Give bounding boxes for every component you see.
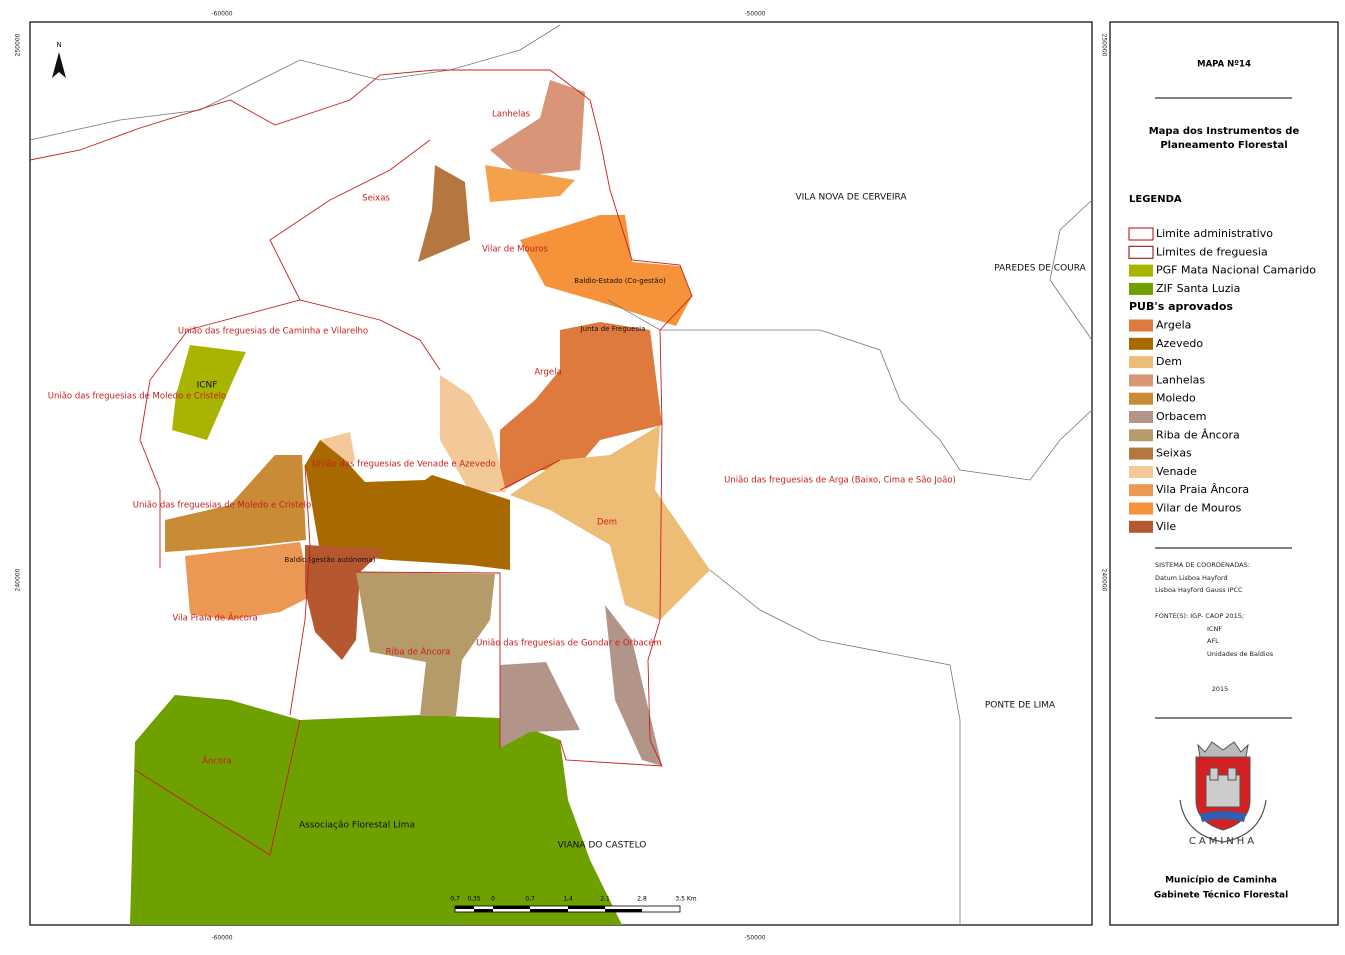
- crest-text: CAMINHA: [1189, 836, 1257, 847]
- legend-subheading: PUB's aprovados: [1129, 300, 1233, 313]
- coord-label: -50000: [744, 935, 765, 942]
- place-label: PAREDES DE COURA: [994, 264, 1086, 274]
- legend-label: ZIF Santa Luzia: [1156, 282, 1240, 295]
- place-label: VIANA DO CASTELO: [558, 841, 647, 851]
- footer-text: Município de Caminha: [1165, 876, 1277, 886]
- place-label: Vila Praia de Âncora: [172, 612, 257, 624]
- coord-label: 250000: [15, 33, 22, 56]
- coord-label: -60000: [211, 11, 232, 18]
- map-title: Planeamento Florestal: [1160, 140, 1287, 151]
- info-text: 2015: [1212, 685, 1229, 693]
- place-label: União das freguesias de Moledo e Cristel…: [133, 501, 312, 511]
- legend-label: Orbacem: [1156, 410, 1206, 423]
- legend-label: PGF Mata Nacional Camarido: [1156, 264, 1316, 277]
- footer-text: Gabinete Técnico Florestal: [1154, 890, 1288, 901]
- coord-label: -60000: [211, 935, 232, 942]
- scale-label: 3,5 Km: [675, 896, 696, 903]
- scale-bar: [454, 905, 681, 913]
- scale-label: 0,7: [450, 896, 460, 903]
- crest: [1179, 741, 1267, 843]
- map-number: MAPA Nº14: [1197, 60, 1251, 70]
- legend-swatch: [1129, 502, 1153, 515]
- place-label: Junta de Freguesia: [580, 325, 646, 333]
- legend-heading: LEGENDA: [1129, 194, 1182, 205]
- legend-swatch: [1129, 429, 1153, 442]
- info-text: AFL: [1207, 637, 1219, 645]
- map-shapes: [29, 24, 1093, 925]
- legend-swatch: [1128, 245, 1154, 259]
- legend-swatch: [1129, 520, 1153, 533]
- legend-swatch: [1129, 264, 1153, 277]
- north-arrow: [52, 52, 66, 78]
- legend-label: Limites de freguesia: [1156, 245, 1268, 258]
- coord-label: 250000: [1101, 34, 1108, 57]
- place-label: Âncora: [202, 755, 232, 767]
- place-label: Argela: [534, 368, 561, 378]
- scale-label: 0: [491, 896, 495, 903]
- legend-label: Seixas: [1156, 447, 1192, 460]
- legend-label: Azevedo: [1156, 337, 1203, 350]
- coord-label: 240000: [1101, 569, 1108, 592]
- place-label: Baldio (gestão autónoma): [285, 556, 376, 564]
- legend-label: Riba de Âncora: [1156, 428, 1240, 441]
- scale-label: 2,1: [600, 896, 610, 903]
- info-text: Datum Lisboa Hayford: [1155, 574, 1228, 582]
- info-text: Unidades de Baldios: [1207, 650, 1274, 658]
- legend-swatch: [1129, 484, 1153, 497]
- legend-swatch: [1128, 227, 1154, 241]
- legend-swatch: [1129, 356, 1153, 369]
- place-label: União das freguesias de Arga (Baixo, Cim…: [724, 476, 956, 486]
- place-label: União das freguesias de Venade e Azevedo: [312, 460, 495, 470]
- scale-label: 2,8: [637, 896, 647, 903]
- legend-label: Vilar de Mouros: [1156, 502, 1242, 515]
- place-label: ICNF: [197, 381, 218, 391]
- place-label: Lanhelas: [492, 110, 531, 120]
- legend-label: Dem: [1156, 355, 1182, 368]
- place-label: Seixas: [362, 194, 390, 204]
- legend-label: Argela: [1156, 319, 1191, 332]
- coord-label: -50000: [744, 11, 765, 18]
- legend-swatch: [1129, 411, 1153, 423]
- place-label: Riba de Âncora: [386, 646, 451, 658]
- legend-swatch: [1129, 319, 1153, 332]
- north-label: N: [56, 41, 61, 49]
- place-label: Vilar de Mouros: [482, 245, 549, 255]
- info-text: ICNF: [1207, 625, 1222, 633]
- map-title: Mapa dos Instrumentos de: [1149, 126, 1300, 137]
- legend-swatch: [1129, 447, 1153, 460]
- scale-label: 0,35: [467, 896, 481, 903]
- legend-label: Vila Praia Âncora: [1156, 483, 1249, 496]
- place-label: PONTE DE LIMA: [985, 701, 1056, 711]
- place-label: União das freguesias de Gondar e Orbacém: [476, 638, 662, 649]
- scale-label: 1,4: [563, 896, 573, 903]
- scale-label: 0,7: [525, 896, 535, 903]
- place-label: Dem: [597, 518, 617, 528]
- legend-label: Vile: [1156, 520, 1176, 533]
- legend-swatch: [1129, 465, 1153, 478]
- legend-swatch: [1129, 337, 1153, 350]
- info-text: Lisboa Hayford Gauss IPCC: [1155, 586, 1243, 594]
- place-label: VILA NOVA DE CERVEIRA: [795, 193, 907, 203]
- legend-label: Lanhelas: [1156, 373, 1205, 386]
- legend-label: Limite administrativo: [1156, 227, 1273, 240]
- legend-swatch: [1129, 392, 1153, 405]
- place-label: União das freguesias de Caminha e Vilare…: [178, 327, 368, 337]
- info-text: FONTE(S): IGP- CAOP 2015;: [1155, 612, 1244, 620]
- legend-swatch: [1129, 374, 1153, 387]
- place-label: União das freguesias de Moledo e Cristel…: [48, 392, 227, 402]
- place-label: Associação Florestal Lima: [299, 821, 415, 831]
- legend-label: Venade: [1156, 465, 1197, 478]
- place-label: Baldio-Estado (Co-gestão): [574, 277, 666, 285]
- legend-swatch: [1129, 282, 1153, 295]
- info-text: SISTEMA DE COORDENADAS:: [1155, 561, 1250, 569]
- coord-label: 240000: [15, 568, 22, 591]
- legend-label: Moledo: [1156, 392, 1196, 405]
